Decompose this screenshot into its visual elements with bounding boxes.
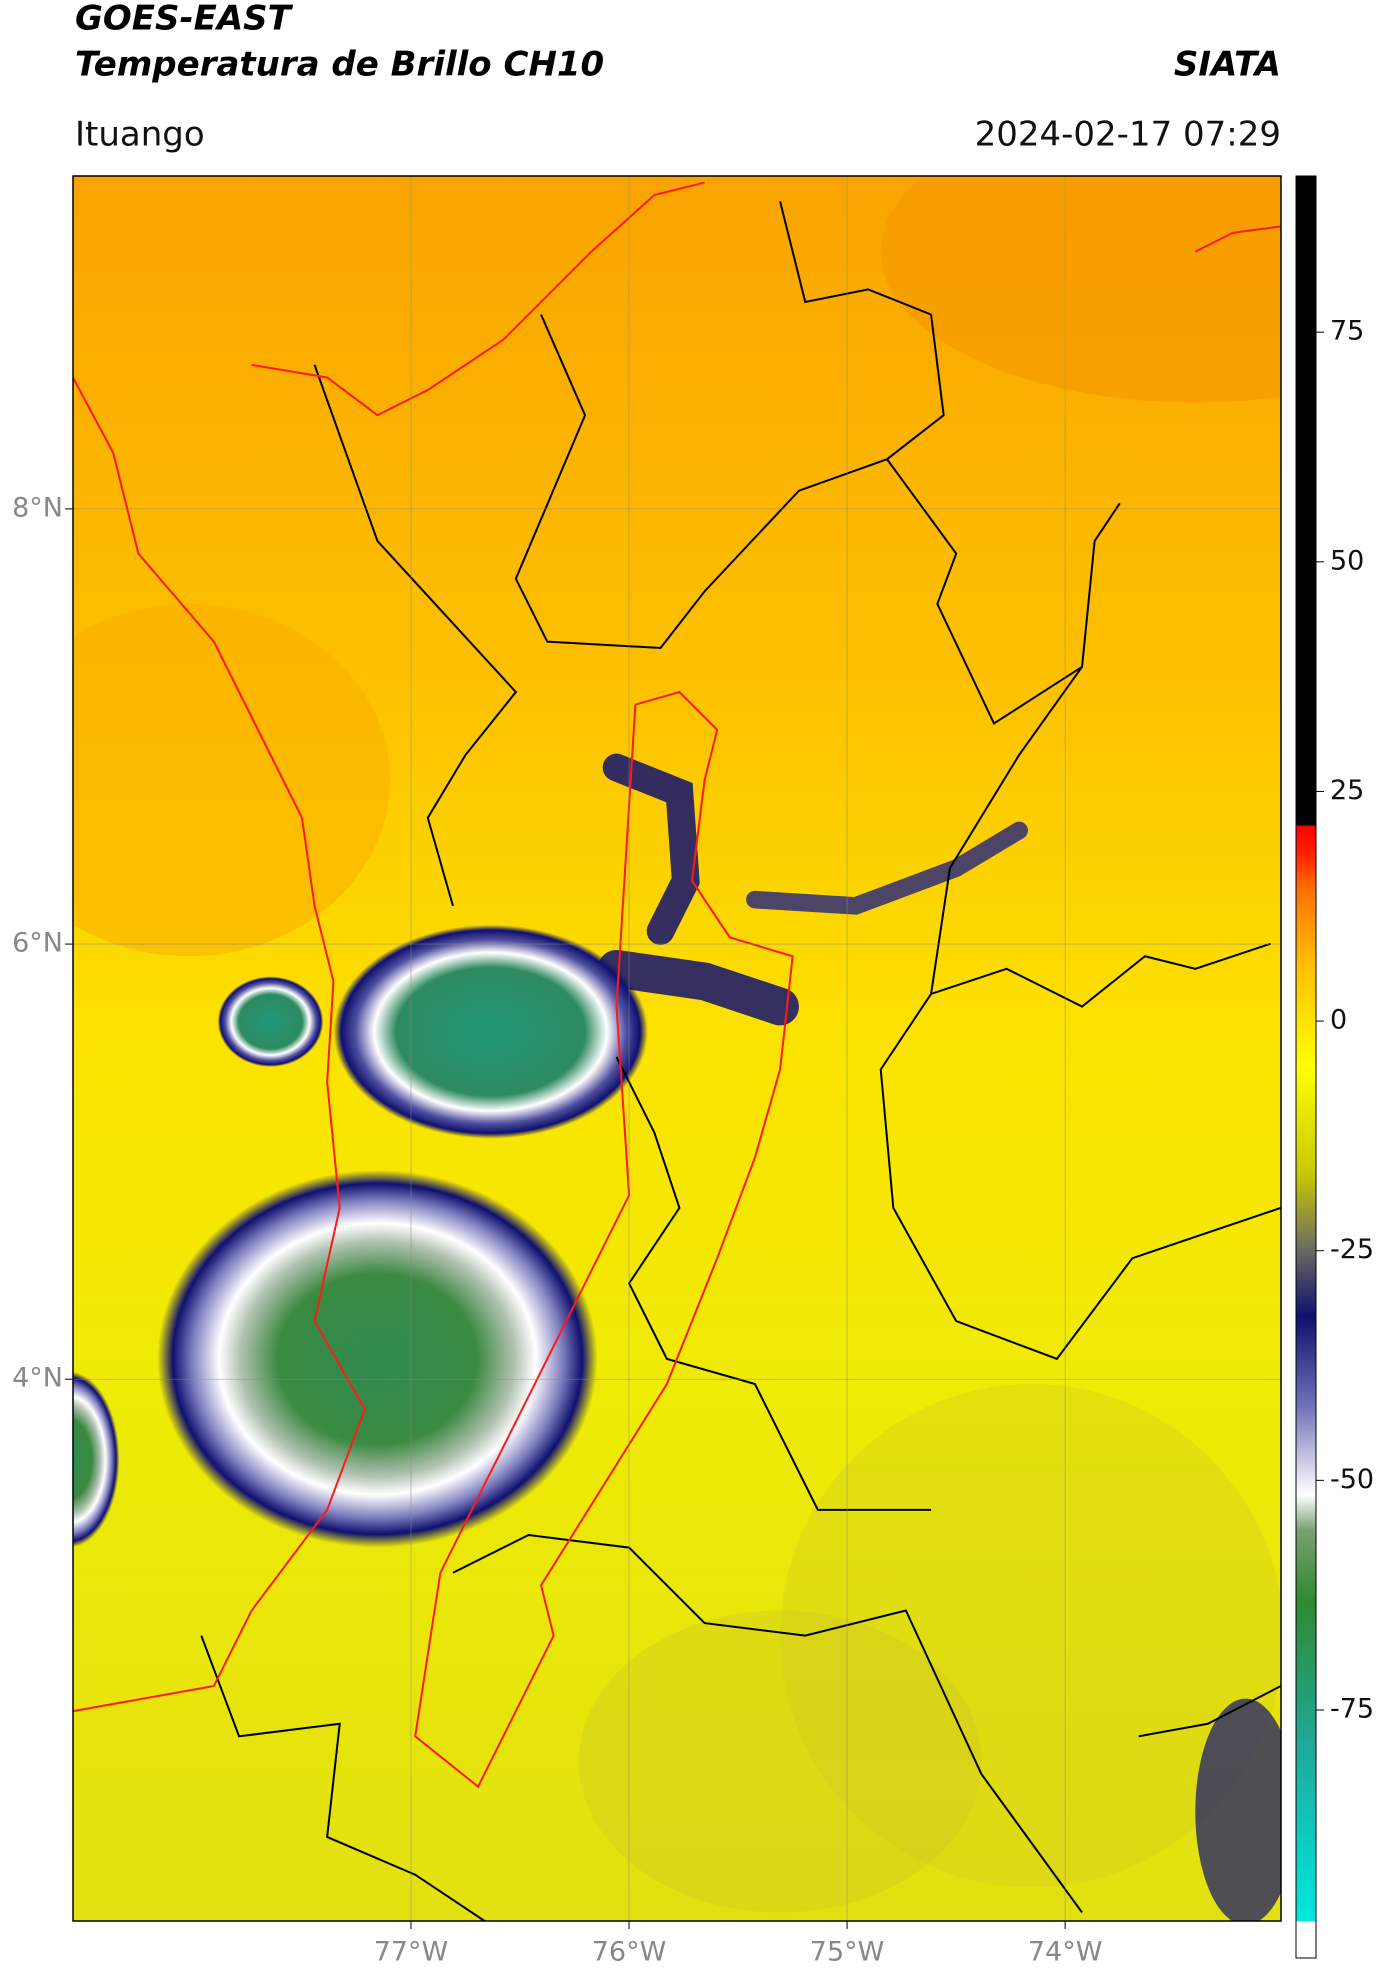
datetime: 2024-02-17 07:29 bbox=[975, 115, 1281, 155]
map-frame bbox=[72, 175, 1282, 1922]
y-tick-label: 8°N bbox=[12, 492, 63, 523]
colorbar-tick-label: 50 bbox=[1330, 545, 1364, 576]
colorbar-tick-label: 0 bbox=[1330, 1005, 1347, 1036]
location: Ituango bbox=[75, 115, 205, 155]
subtitle: Temperatura de Brillo CH10 bbox=[75, 45, 604, 85]
x-tick-label: 74°W bbox=[1028, 1937, 1103, 1968]
map-area bbox=[73, 176, 1281, 1921]
x-tick-label: 75°W bbox=[810, 1937, 885, 1968]
y-tick-label: 6°N bbox=[12, 928, 63, 959]
colorbar-tick-label: -75 bbox=[1330, 1693, 1374, 1724]
x-tick-label: 76°W bbox=[592, 1937, 667, 1968]
title: GOES-EAST bbox=[75, 0, 294, 39]
colorbar-tick-label: 25 bbox=[1330, 775, 1364, 806]
y-tick-label: 4°N bbox=[12, 1363, 63, 1394]
x-tick-label: 77°W bbox=[374, 1937, 449, 1968]
imagery bbox=[73, 176, 1281, 1921]
colorbar-tick-label: -50 bbox=[1330, 1464, 1374, 1495]
colorbar-tick-label: -25 bbox=[1330, 1234, 1374, 1265]
colorbar bbox=[1295, 175, 1317, 1959]
source: SIATA bbox=[1174, 45, 1281, 85]
colorbar-tick-label: 75 bbox=[1330, 316, 1364, 347]
gridlines bbox=[73, 176, 1281, 1921]
